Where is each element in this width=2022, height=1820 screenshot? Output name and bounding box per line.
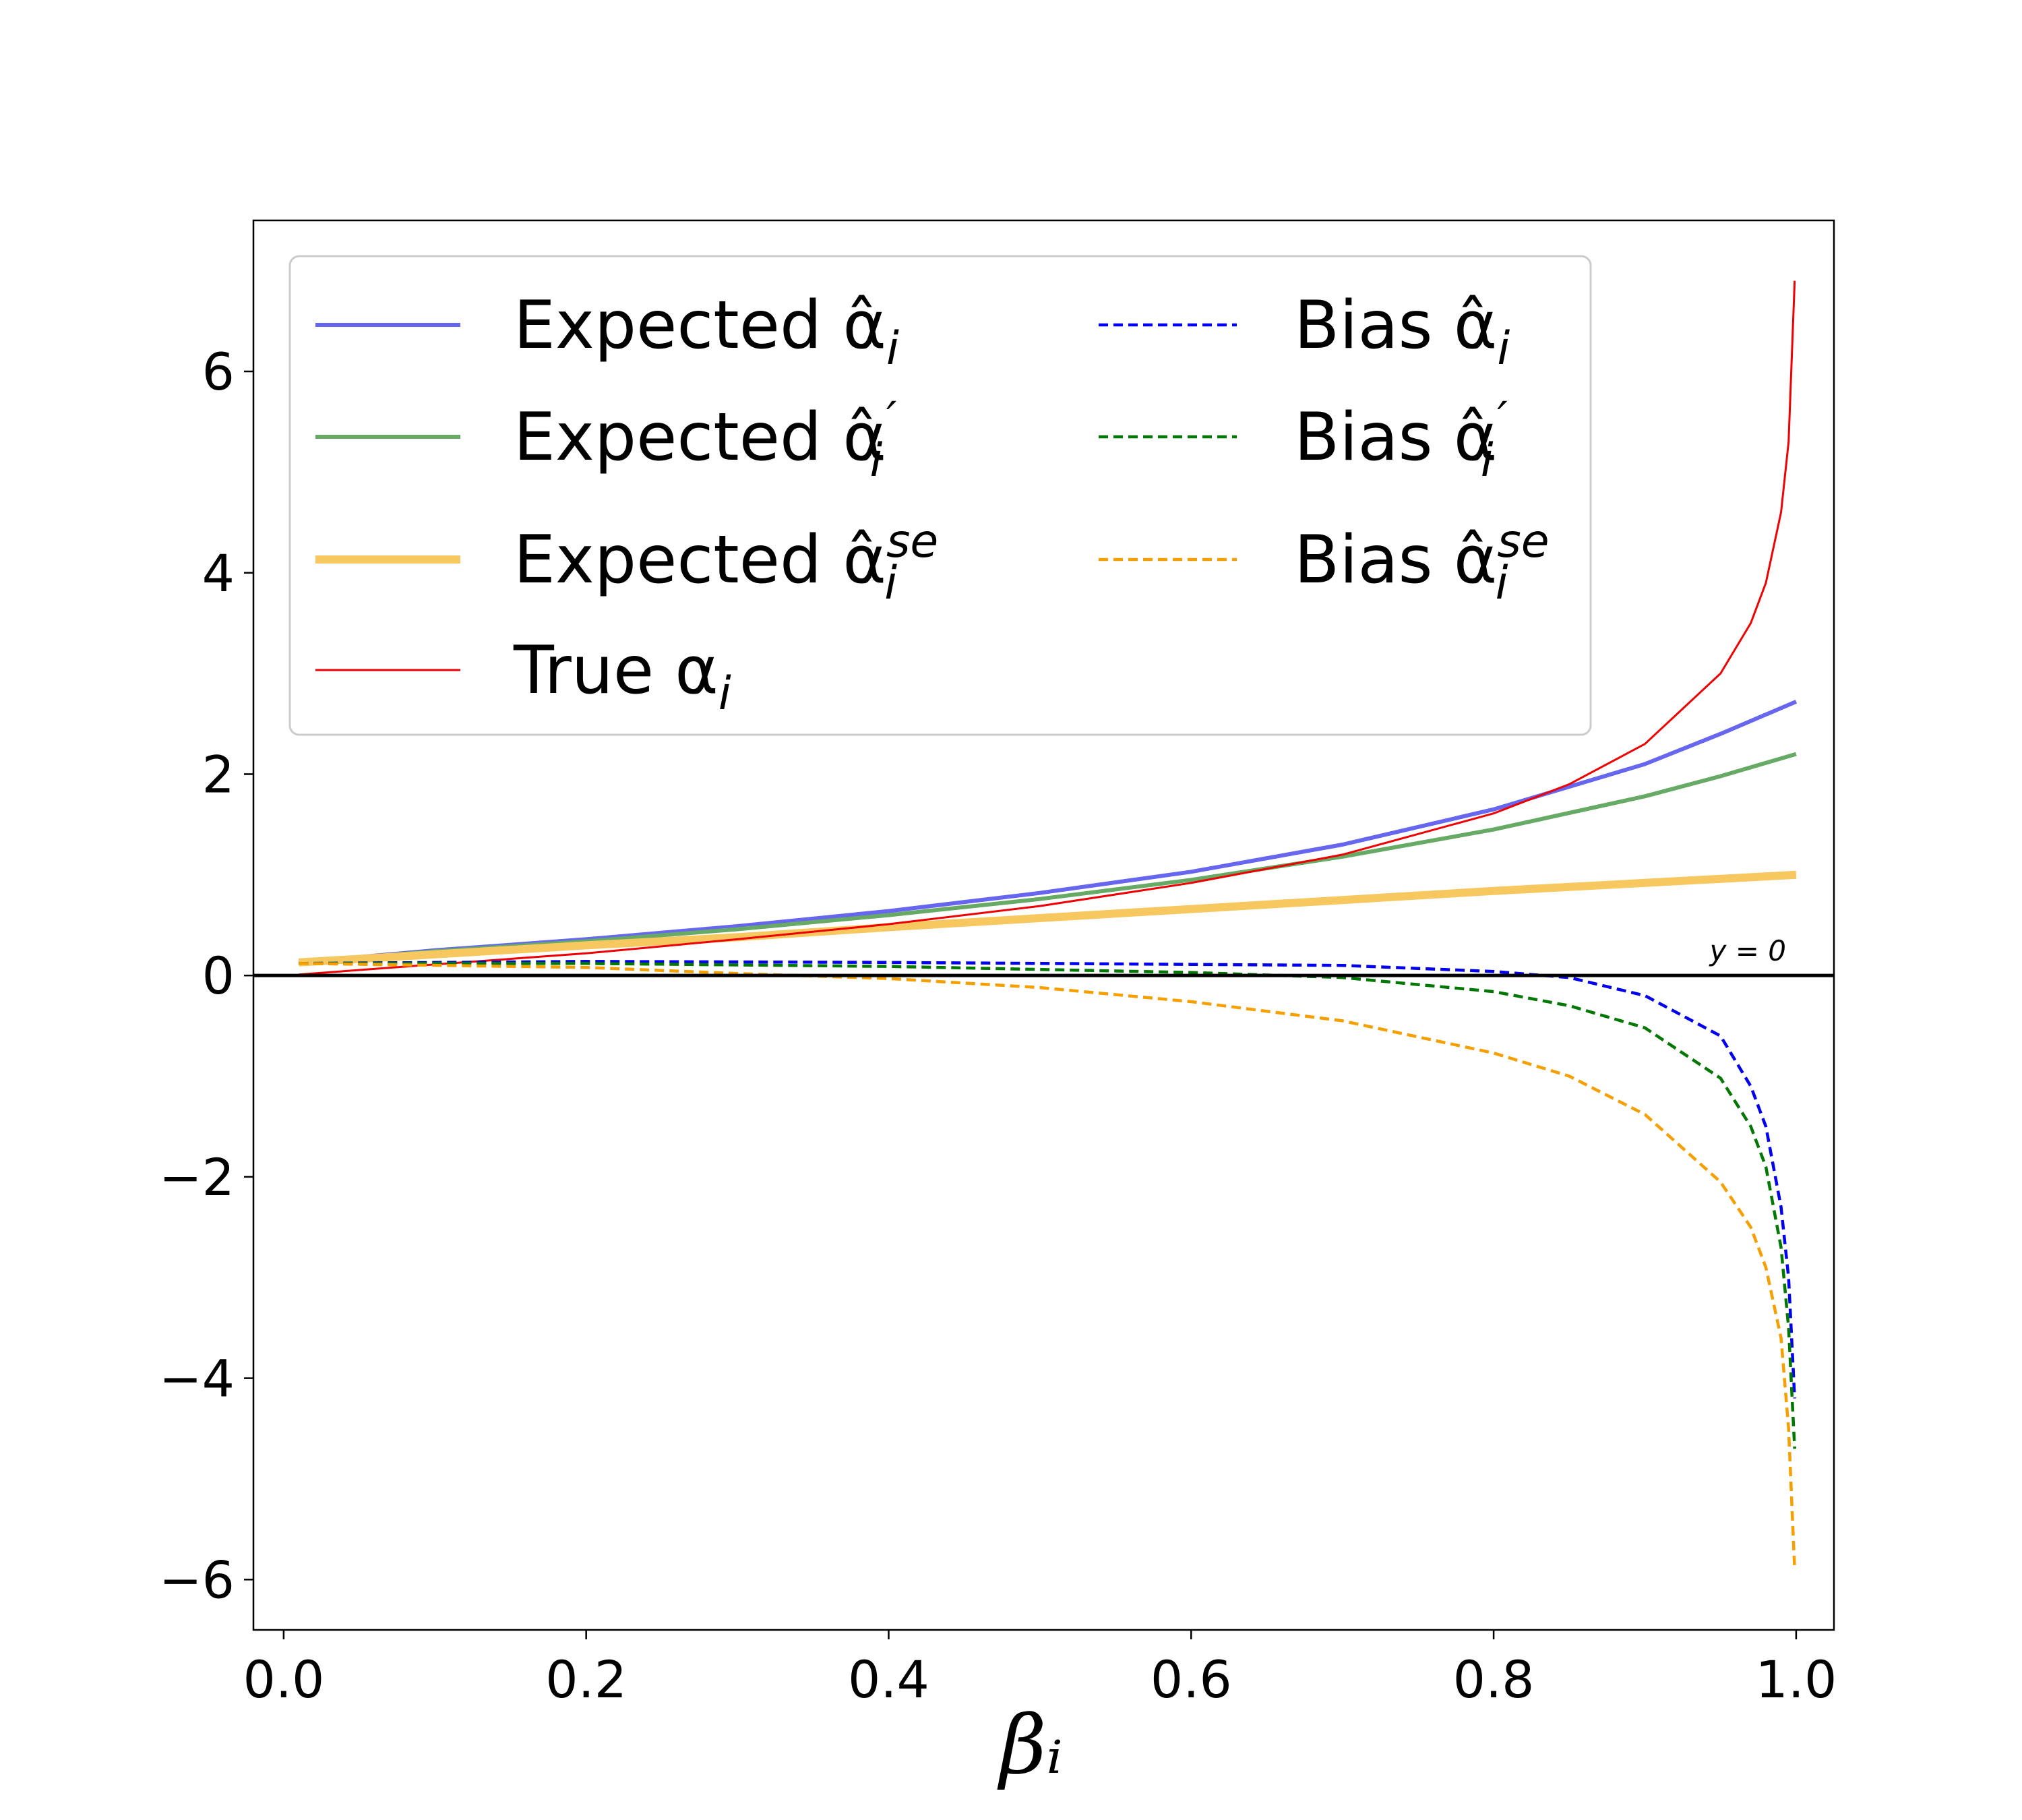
x-tick-label: 0.4 bbox=[848, 1649, 929, 1709]
series-line-4 bbox=[299, 280, 1796, 976]
y-tick-label: 4 bbox=[202, 543, 235, 603]
x-tick-label: 0.2 bbox=[545, 1649, 627, 1709]
axes: 0.0 0.2 0.4 0.6 0.8 1.0 −6 −4 −2 0 2 4 6 bbox=[159, 219, 1837, 1709]
series-line-7 bbox=[299, 962, 1796, 1570]
y-tick-label: 2 bbox=[202, 744, 235, 804]
y-tick-label: 0 bbox=[202, 946, 235, 1006]
series-line-5 bbox=[299, 960, 1796, 1399]
legend-label-3: Expected α̂se i bbox=[514, 515, 938, 610]
x-tick-label: 0.6 bbox=[1151, 1649, 1232, 1709]
legend-label-1: Expected α̂i bbox=[514, 287, 899, 375]
x-tick-label: 0.0 bbox=[243, 1649, 324, 1709]
plot-area bbox=[253, 280, 1834, 1570]
y-tick-label: −6 bbox=[159, 1550, 235, 1610]
legend-box bbox=[288, 255, 1592, 736]
y-tick-label: −4 bbox=[159, 1349, 235, 1409]
series-group bbox=[298, 280, 1798, 1570]
y-tick-label: −2 bbox=[159, 1147, 235, 1207]
legend-label-4: True αi bbox=[513, 632, 731, 721]
plot-frame bbox=[252, 219, 1835, 1631]
legend-label-2: Expected α̂′ i bbox=[514, 392, 897, 487]
legend: Expected α̂i Expected α̂′ i Expected α̂se i T… bbox=[288, 255, 1592, 736]
series-line-3 bbox=[298, 870, 1797, 967]
legend-label-5: Bias α̂i bbox=[1294, 287, 1510, 375]
series-line-6 bbox=[299, 962, 1796, 1449]
series-line-1 bbox=[299, 700, 1798, 965]
y-tick-label: 6 bbox=[202, 342, 235, 402]
legend-label-6: Bias α̂′ i bbox=[1294, 392, 1508, 487]
x-axis-title: βᵢ bbox=[997, 1699, 1063, 1792]
x-tick-label: 0.8 bbox=[1453, 1649, 1535, 1709]
legend-label-7: Bias α̂se i bbox=[1294, 515, 1550, 610]
zero-line-annotation: y = 0 bbox=[1709, 934, 1786, 967]
x-tick-label: 1.0 bbox=[1755, 1649, 1837, 1709]
